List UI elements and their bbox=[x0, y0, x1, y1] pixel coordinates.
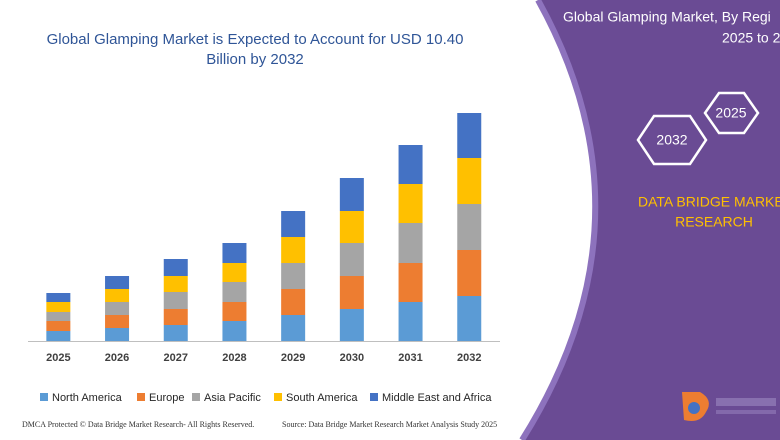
bar-segment bbox=[398, 184, 423, 223]
bar-segment bbox=[281, 289, 306, 315]
bar-segment bbox=[339, 178, 364, 211]
bar-segment bbox=[398, 302, 423, 341]
bar-segment bbox=[163, 309, 188, 325]
x-tick-label: 2025 bbox=[46, 352, 70, 364]
chart-title: Global Glamping Market is Expected to Ac… bbox=[47, 31, 464, 48]
bar-segment bbox=[398, 145, 423, 184]
chart-title: Billion by 2032 bbox=[206, 51, 304, 68]
legend-label: Middle East and Africa bbox=[382, 392, 492, 404]
logo-text bbox=[716, 410, 776, 414]
bar-segment bbox=[339, 211, 364, 243]
bar-segment bbox=[105, 328, 130, 341]
logo-text bbox=[716, 398, 776, 406]
bar-segment bbox=[339, 243, 364, 276]
bar-segment bbox=[105, 302, 130, 315]
legend-swatch bbox=[370, 393, 378, 401]
bar-segment bbox=[105, 289, 130, 302]
bar-segment bbox=[281, 263, 306, 289]
bar-segment bbox=[457, 158, 482, 204]
legend-swatch bbox=[274, 393, 282, 401]
bar-segment bbox=[281, 315, 306, 341]
bar-segment bbox=[105, 315, 130, 328]
legend-swatch bbox=[40, 393, 48, 401]
legend-label: South America bbox=[286, 392, 358, 404]
bar-segment bbox=[281, 237, 306, 263]
hexagon bbox=[636, 114, 708, 166]
bar-segment bbox=[339, 309, 364, 341]
x-tick-label: 2028 bbox=[222, 352, 246, 364]
bar-segment bbox=[281, 211, 306, 237]
bar-segment bbox=[457, 250, 482, 296]
bar-segment bbox=[398, 263, 423, 302]
bar-segment bbox=[46, 312, 71, 321]
bar-segment bbox=[46, 331, 71, 341]
legend-swatch bbox=[137, 393, 145, 401]
panel-title: 2025 to 2 bbox=[722, 30, 780, 46]
bar-segment bbox=[222, 321, 247, 341]
logo-mark bbox=[688, 402, 700, 414]
bar-segment bbox=[457, 113, 482, 158]
bar-segment bbox=[46, 293, 71, 302]
brand-text: RESEARCH bbox=[675, 214, 753, 230]
legend-label: Asia Pacific bbox=[204, 392, 261, 404]
bar-segment bbox=[339, 276, 364, 309]
bar-segment bbox=[46, 302, 71, 312]
bar-segment bbox=[163, 259, 188, 276]
x-tick-label: 2031 bbox=[398, 352, 422, 364]
legend-label: North America bbox=[52, 392, 123, 404]
side-panel bbox=[522, 0, 780, 440]
logo bbox=[682, 392, 776, 421]
bar-segment bbox=[222, 302, 247, 321]
bar-segment bbox=[163, 325, 188, 341]
bar-segment bbox=[46, 321, 71, 331]
bar-segment bbox=[222, 282, 247, 302]
bar-segment bbox=[457, 204, 482, 250]
bar-segment bbox=[163, 292, 188, 309]
brand-text: DATA BRIDGE MARKE bbox=[638, 194, 780, 210]
hex-label: 2032 bbox=[656, 132, 687, 148]
footer-text: Source: Data Bridge Market Research Mark… bbox=[282, 420, 497, 429]
bar-segment bbox=[105, 276, 130, 289]
bar-segment bbox=[222, 243, 247, 263]
x-tick-label: 2027 bbox=[164, 352, 188, 364]
panel-edge bbox=[519, 0, 599, 440]
x-tick-label: 2030 bbox=[340, 352, 364, 364]
hexagon bbox=[703, 91, 760, 135]
x-tick-label: 2032 bbox=[457, 352, 481, 364]
hex-label: 2025 bbox=[715, 105, 746, 121]
x-tick-label: 2026 bbox=[105, 352, 129, 364]
panel-title: Global Glamping Market, By Regi bbox=[563, 9, 771, 25]
bar-segment bbox=[398, 223, 423, 263]
legend-swatch bbox=[192, 393, 200, 401]
bar-segment bbox=[163, 276, 188, 292]
x-tick-label: 2029 bbox=[281, 352, 305, 364]
legend-label: Europe bbox=[149, 392, 184, 404]
bar-segment bbox=[222, 263, 247, 282]
footer-text: DMCA Protected © Data Bridge Market Rese… bbox=[22, 420, 254, 429]
bar-segment bbox=[457, 296, 482, 341]
